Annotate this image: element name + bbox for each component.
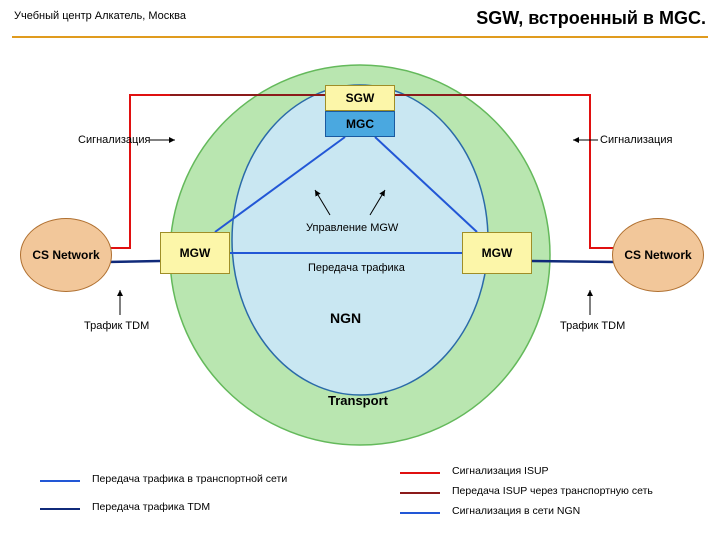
legend-line-l2: [40, 508, 80, 510]
label-transport: Transport: [328, 393, 388, 408]
mgw-right-label: MGW: [482, 246, 513, 260]
mgc-box: MGC: [325, 111, 395, 137]
label-tdm-left: Трафик TDM: [84, 320, 149, 332]
page-title: SGW, встроенный в MGC.: [476, 8, 706, 29]
legend-line-l1: [40, 480, 80, 482]
label-sig-right: Сигнализация: [600, 134, 672, 146]
tdm-line-right: [532, 261, 616, 262]
legend-text-r1: Сигнализация ISUP: [452, 465, 549, 477]
legend-line-r2: [400, 492, 440, 494]
legend-text-r3: Сигнализация в сети NGN: [452, 505, 580, 517]
legend-text-r2: Передача ISUP через транспортную сеть: [452, 485, 653, 497]
label-mgw-ctrl: Управление MGW: [306, 222, 398, 234]
mgw-left-box: MGW: [160, 232, 230, 274]
mgc-label: MGC: [346, 117, 374, 131]
label-ngn: NGN: [330, 310, 361, 326]
legend-text-l1: Передача трафика в транспортной сети: [92, 473, 287, 485]
header-org: Учебный центр Алкатель, Москва: [14, 10, 186, 22]
sig-path-right-outer: [550, 95, 614, 248]
tdm-line-left: [106, 261, 160, 262]
sgw-box: SGW: [325, 85, 395, 111]
mgw-left-label: MGW: [180, 246, 211, 260]
legend-line-r3: [400, 512, 440, 514]
mgw-right-box: MGW: [462, 232, 532, 274]
label-traffic: Передача трафика: [308, 262, 405, 274]
sgw-label: SGW: [346, 91, 375, 105]
legend-text-l2: Передача трафика TDM: [92, 501, 210, 513]
cs-network-left: CS Network: [20, 218, 112, 292]
cs-network-right: CS Network: [612, 218, 704, 292]
cs-left-label: CS Network: [32, 248, 99, 262]
label-sig-left: Сигнализация: [78, 134, 150, 146]
legend-line-r1: [400, 472, 440, 474]
cs-right-label: CS Network: [624, 248, 691, 262]
label-tdm-right: Трафик TDM: [560, 320, 625, 332]
sig-path-left-outer: [108, 95, 170, 248]
header-rule: [12, 36, 708, 38]
